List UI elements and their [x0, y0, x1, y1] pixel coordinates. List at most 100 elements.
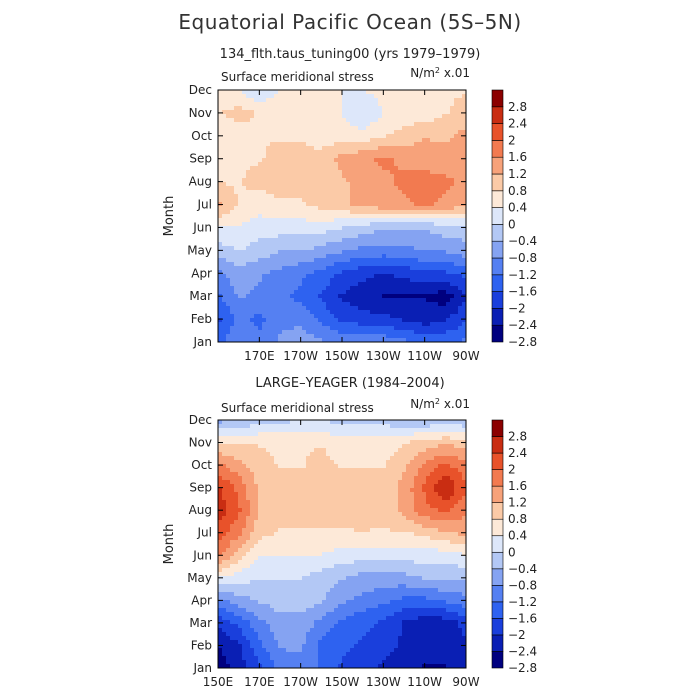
heatmap-cell: [426, 122, 431, 127]
heatmap-cell: [338, 118, 343, 123]
heatmap-cell: [278, 190, 283, 195]
heatmap-cell: [302, 476, 307, 481]
heatmap-cell: [298, 186, 303, 191]
heatmap-cell: [326, 318, 331, 323]
heatmap-cell: [454, 138, 459, 143]
heatmap-cell: [226, 302, 231, 307]
heatmap-cell: [446, 428, 451, 433]
heatmap-cell: [402, 218, 407, 223]
heatmap-cell: [318, 102, 323, 107]
heatmap-cell: [246, 274, 251, 279]
heatmap-cell: [390, 210, 395, 215]
heatmap-cell: [398, 174, 403, 179]
heatmap-cell: [270, 334, 275, 339]
heatmap-cell: [358, 94, 363, 99]
heatmap-cell: [450, 432, 455, 437]
heatmap-cell: [346, 254, 351, 259]
heatmap-cell: [222, 432, 227, 437]
heatmap-cell: [306, 230, 311, 235]
heatmap-cell: [386, 194, 391, 199]
heatmap-cell: [326, 444, 331, 449]
heatmap-cell: [438, 90, 443, 95]
heatmap-cell: [410, 246, 415, 251]
heatmap-cell: [458, 230, 463, 235]
colorbar-label: 0: [508, 217, 516, 231]
heatmap-cell: [390, 270, 395, 275]
heatmap-cell: [458, 432, 463, 437]
heatmap-cell: [306, 226, 311, 231]
heatmap-cell: [254, 420, 259, 425]
heatmap-cell: [294, 334, 299, 339]
heatmap-cell: [246, 468, 251, 473]
heatmap-cell: [406, 134, 411, 139]
heatmap-cell: [302, 98, 307, 103]
heatmap-cell: [242, 286, 247, 291]
heatmap-cell: [454, 98, 459, 103]
heatmap-cell: [222, 114, 227, 119]
heatmap-cell: [246, 186, 251, 191]
heatmap-cell: [278, 452, 283, 457]
heatmap-cell: [374, 298, 379, 303]
heatmap-cell: [262, 126, 267, 131]
heatmap-cell: [270, 142, 275, 147]
heatmap-cell: [410, 142, 415, 147]
heatmap-cell: [418, 134, 423, 139]
heatmap-cell: [294, 436, 299, 441]
heatmap-cell: [326, 294, 331, 299]
heatmap-cell: [454, 142, 459, 147]
heatmap-cell: [262, 158, 267, 163]
heatmap-cell: [286, 126, 291, 131]
heatmap-cell: [302, 314, 307, 319]
heatmap-cell: [386, 182, 391, 187]
heatmap-cell: [274, 322, 279, 327]
heatmap-cell: [314, 306, 319, 311]
heatmap-cell: [254, 254, 259, 259]
heatmap-cell: [262, 282, 267, 287]
heatmap-cell: [242, 464, 247, 469]
heatmap-cell: [462, 302, 467, 307]
heatmap-cell: [350, 146, 355, 151]
heatmap-cell: [246, 444, 251, 449]
heatmap-cell: [442, 270, 447, 275]
heatmap-cell: [378, 306, 383, 311]
heatmap-cell: [390, 162, 395, 167]
heatmap-cell: [358, 432, 363, 437]
heatmap-cell: [298, 306, 303, 311]
heatmap-cell: [362, 138, 367, 143]
heatmap-cell: [370, 440, 375, 445]
heatmap-cell: [394, 206, 399, 211]
heatmap-cell: [354, 432, 359, 437]
heatmap-cell: [378, 314, 383, 319]
heatmap-cell: [286, 476, 291, 481]
heatmap-cell: [278, 420, 283, 425]
heatmap-cell: [326, 170, 331, 175]
heatmap-cell: [378, 282, 383, 287]
heatmap-cell: [278, 326, 283, 331]
heatmap-cell: [454, 190, 459, 195]
heatmap-cell: [418, 158, 423, 163]
heatmap-cell: [274, 146, 279, 151]
heatmap-cell: [322, 126, 327, 131]
heatmap-cell: [290, 218, 295, 223]
heatmap-cell: [358, 282, 363, 287]
heatmap-cell: [394, 210, 399, 215]
heatmap-cell: [386, 202, 391, 207]
heatmap-cell: [438, 298, 443, 303]
heatmap-cell: [350, 174, 355, 179]
heatmap-cell: [218, 170, 223, 175]
heatmap-cell: [398, 122, 403, 127]
heatmap-cell: [462, 142, 467, 147]
heatmap-cell: [434, 106, 439, 111]
heatmap-cell: [262, 314, 267, 319]
heatmap-cell: [422, 158, 427, 163]
heatmap-cell: [290, 254, 295, 259]
heatmap-cell: [374, 266, 379, 271]
heatmap-cell: [434, 174, 439, 179]
heatmap-cell: [418, 126, 423, 131]
colorbar-swatch: [491, 324, 504, 343]
heatmap-cell: [330, 306, 335, 311]
heatmap-cell: [398, 150, 403, 155]
heatmap-cell: [226, 472, 231, 477]
heatmap-cell: [370, 186, 375, 191]
heatmap-cell: [346, 436, 351, 441]
